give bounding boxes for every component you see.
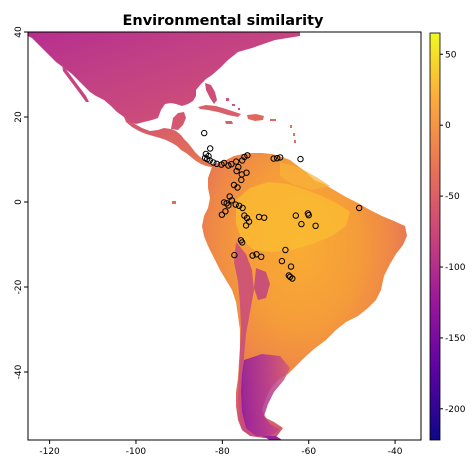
colorbar-tick-label: 0 xyxy=(445,121,451,131)
occurrence-point xyxy=(207,145,214,152)
y-tick-label: -40 xyxy=(14,364,24,379)
florida-peninsula xyxy=(205,83,217,104)
plot-frame xyxy=(27,31,422,441)
occurrence-point xyxy=(233,158,240,165)
occurrence-point xyxy=(218,161,225,168)
occurrence-point xyxy=(239,204,246,212)
occurrence-point xyxy=(230,181,238,189)
y-tick-label: -20 xyxy=(14,279,24,294)
jamaica-island xyxy=(225,121,233,124)
colorbar xyxy=(429,32,441,441)
occurrence-point xyxy=(238,176,245,184)
occurrence-point xyxy=(356,204,363,212)
occurrence-point xyxy=(270,155,277,162)
occurrence-point xyxy=(231,251,238,259)
occurrence-point xyxy=(225,162,232,169)
occurrence-point xyxy=(297,155,304,163)
occurrence-point xyxy=(213,160,220,168)
colorbar-tick-label: -150 xyxy=(445,334,466,344)
occurrence-point xyxy=(242,222,250,229)
caribbean-islands xyxy=(198,98,296,143)
occurrence-point xyxy=(243,169,250,176)
colorbar-tick-label: -200 xyxy=(445,405,466,415)
occurrence-point xyxy=(312,222,319,230)
colorbar-ticks: 50 0 -50 -100 -150 -200 xyxy=(440,50,466,415)
x-tick-label: -100 xyxy=(126,447,147,457)
x-tick-label: -80 xyxy=(215,447,230,457)
cuba-island xyxy=(198,105,241,117)
yucatan-peninsula xyxy=(171,112,186,130)
baja-california xyxy=(62,64,89,102)
occurrence-point xyxy=(228,161,235,168)
occurrence-point xyxy=(282,246,289,254)
central-america-landmass xyxy=(124,117,229,168)
andes-low-similarity-strip xyxy=(234,242,254,432)
occurrence-points-layer xyxy=(201,129,363,282)
guiana-high-similarity-zone xyxy=(280,162,330,190)
occurrence-point xyxy=(237,237,245,244)
y-tick-label: 0 xyxy=(14,199,24,205)
occurrence-point xyxy=(220,199,228,206)
occurrence-point xyxy=(206,157,214,164)
y-axis: -40 -20 0 20 40 xyxy=(14,26,28,379)
north-america-landmass xyxy=(28,32,300,124)
occurrence-point xyxy=(253,251,260,258)
occurrence-point xyxy=(201,129,208,137)
color-legend: 50 0 -50 -100 -150 -200 xyxy=(429,32,466,441)
patagonia-low-similarity-zone xyxy=(241,354,290,436)
puerto-rico-island xyxy=(270,119,276,121)
occurrence-point xyxy=(205,152,212,160)
x-axis: -120 -100 -80 -60 -40 xyxy=(39,440,403,457)
occurrence-point xyxy=(286,273,294,280)
colorbar-tick-label: -50 xyxy=(445,192,460,202)
occurrence-point xyxy=(287,263,295,270)
map-raster xyxy=(28,32,407,440)
altiplano-low-similarity-patch xyxy=(254,268,270,300)
hispaniola-island xyxy=(247,114,264,121)
occurrence-point xyxy=(292,212,299,219)
bahamas-islands xyxy=(226,98,240,110)
occurrence-point xyxy=(228,197,236,204)
occurrence-point xyxy=(218,211,226,218)
occurrence-point xyxy=(232,201,239,208)
occurrence-point xyxy=(243,214,251,222)
colorbar-tick-label: -100 xyxy=(445,263,466,273)
occurrence-point xyxy=(225,202,232,209)
y-tick-label: 20 xyxy=(14,111,24,123)
occurrence-point xyxy=(274,155,281,162)
occurrence-point xyxy=(233,167,240,175)
occurrence-point xyxy=(278,257,286,265)
occurrence-point xyxy=(305,212,312,219)
occurrence-point xyxy=(210,159,217,166)
galapagos-island xyxy=(172,201,176,204)
occurrence-point xyxy=(298,220,305,228)
occurrence-point xyxy=(277,154,284,161)
occurrence-point xyxy=(244,152,251,159)
tierra-del-fuego-island xyxy=(262,436,282,440)
x-tick-label: -40 xyxy=(388,447,403,457)
chart-title: Environmental similarity xyxy=(122,13,324,29)
occurrence-point xyxy=(261,214,268,221)
occurrence-point xyxy=(249,252,256,259)
x-tick-label: -120 xyxy=(39,447,60,457)
occurrence-point xyxy=(235,163,242,171)
y-tick-label: 40 xyxy=(14,26,24,38)
x-tick-label: -60 xyxy=(301,447,316,457)
colorbar-tick-label: 50 xyxy=(445,50,457,60)
lesser-antilles-islands xyxy=(290,125,296,143)
occurrence-point xyxy=(258,253,265,260)
occurrence-point xyxy=(222,208,229,215)
